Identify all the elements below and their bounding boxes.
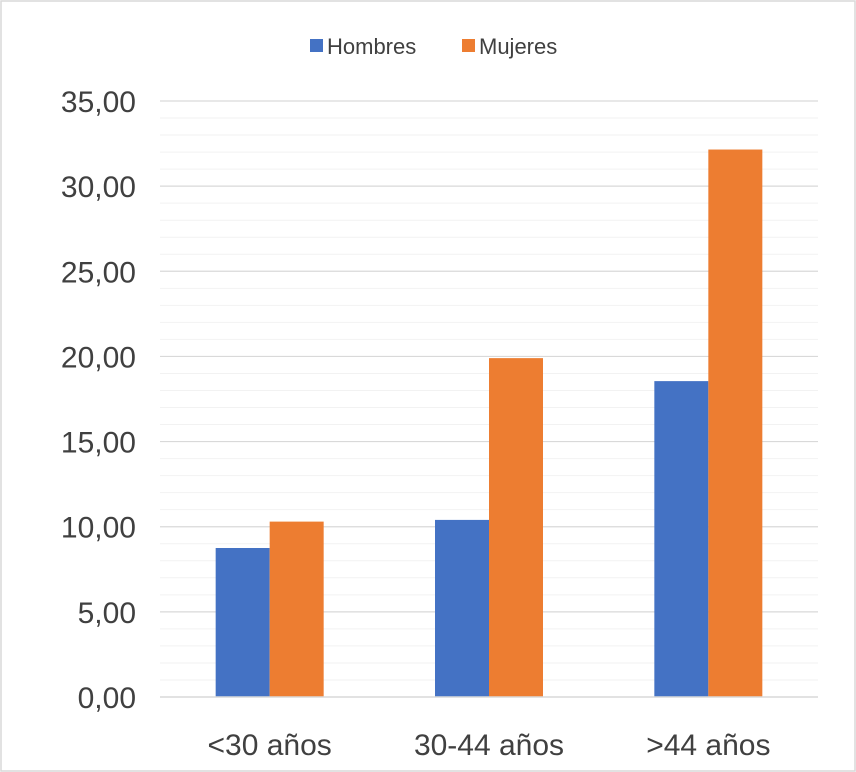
y-tick-label: 25,00 <box>61 256 136 289</box>
x-tick-label: <30 años <box>208 729 332 762</box>
y-tick-label: 0,00 <box>78 682 136 715</box>
bar-mujeres-1 <box>269 521 324 697</box>
y-tick-label: 20,00 <box>61 341 136 374</box>
legend-label-hombres: Hombres <box>327 34 416 59</box>
bar-hombres-1 <box>215 548 270 697</box>
legend-swatch-hombres <box>310 39 323 52</box>
legend-swatch-mujeres <box>462 39 475 52</box>
axes: 0,00 5,00 10,00 15,00 20,00 25,00 30,00 35,00 <3… <box>61 86 818 762</box>
y-tick-label: 30,00 <box>61 171 136 204</box>
y-tick-label: 15,00 <box>61 427 136 460</box>
legend: Hombres Mujeres <box>310 34 557 59</box>
x-tick-label: 30-44 años <box>414 729 564 762</box>
y-tick-label: 10,00 <box>61 512 136 545</box>
y-tick-label: 35,00 <box>61 86 136 119</box>
bar-hombres-2 <box>435 519 489 697</box>
bar-mujeres-3 <box>708 149 763 697</box>
bar-hombres-3 <box>654 381 709 697</box>
bar-mujeres-2 <box>489 358 543 697</box>
legend-label-mujeres: Mujeres <box>479 34 557 59</box>
x-tick-label: >44 años <box>646 729 770 762</box>
bars <box>215 149 763 697</box>
y-tick-label: 5,00 <box>78 597 136 630</box>
